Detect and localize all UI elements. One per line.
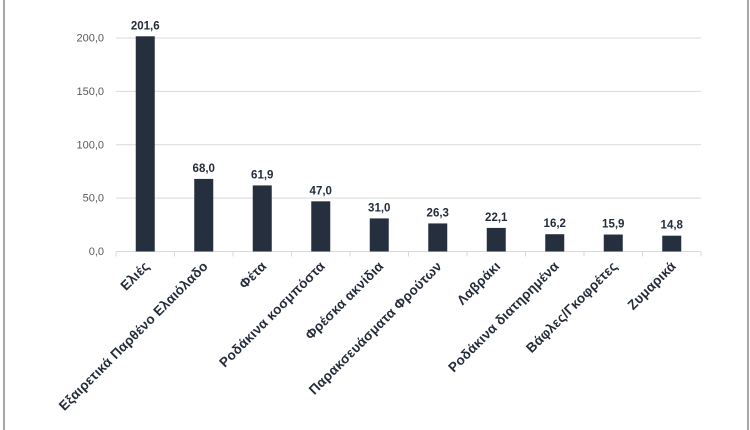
bar-value-label: 15,9 <box>602 219 624 231</box>
bar <box>311 201 331 252</box>
x-axis-category-label: Λαβράκι <box>454 258 503 307</box>
bar <box>369 218 389 252</box>
x-axis-category-label: Φέτα <box>236 258 270 292</box>
bar <box>194 178 214 252</box>
y-axis-tick-label: 100,0 <box>76 139 104 151</box>
bar-value-label: 14,8 <box>661 220 684 232</box>
x-axis-category-label: Ροδάκινα διατηρημένα <box>445 258 562 375</box>
bar-value-label: 22,1 <box>485 212 508 224</box>
bar <box>252 185 272 252</box>
bar-value-label: 26,3 <box>427 207 449 219</box>
bar <box>486 227 506 252</box>
bar-value-label: 31,0 <box>368 202 390 214</box>
y-axis-tick-label: 0,0 <box>89 246 104 258</box>
bar <box>545 234 565 252</box>
bar-value-label: 68,0 <box>193 163 215 175</box>
bar <box>662 235 682 252</box>
bar-value-label: 61,9 <box>251 169 273 181</box>
bar-value-label: 201,6 <box>131 20 160 32</box>
x-axis-category-label: Ζυμαρικά <box>625 258 680 313</box>
bar <box>603 234 623 252</box>
y-axis-tick-label: 150,0 <box>76 86 104 98</box>
right-edge-line <box>747 0 749 430</box>
y-axis-tick-label: 200,0 <box>76 33 104 45</box>
x-axis-category-label: Ροδάκινα κοσμπόστα <box>216 258 328 370</box>
bar <box>135 36 155 252</box>
x-axis-category-label: Ελιές <box>117 259 152 294</box>
left-edge-line <box>3 0 5 430</box>
bar <box>428 223 448 252</box>
bar-value-label: 47,0 <box>310 185 332 197</box>
bar-value-label: 16,2 <box>544 218 566 230</box>
y-axis-tick-label: 50,0 <box>83 193 104 205</box>
